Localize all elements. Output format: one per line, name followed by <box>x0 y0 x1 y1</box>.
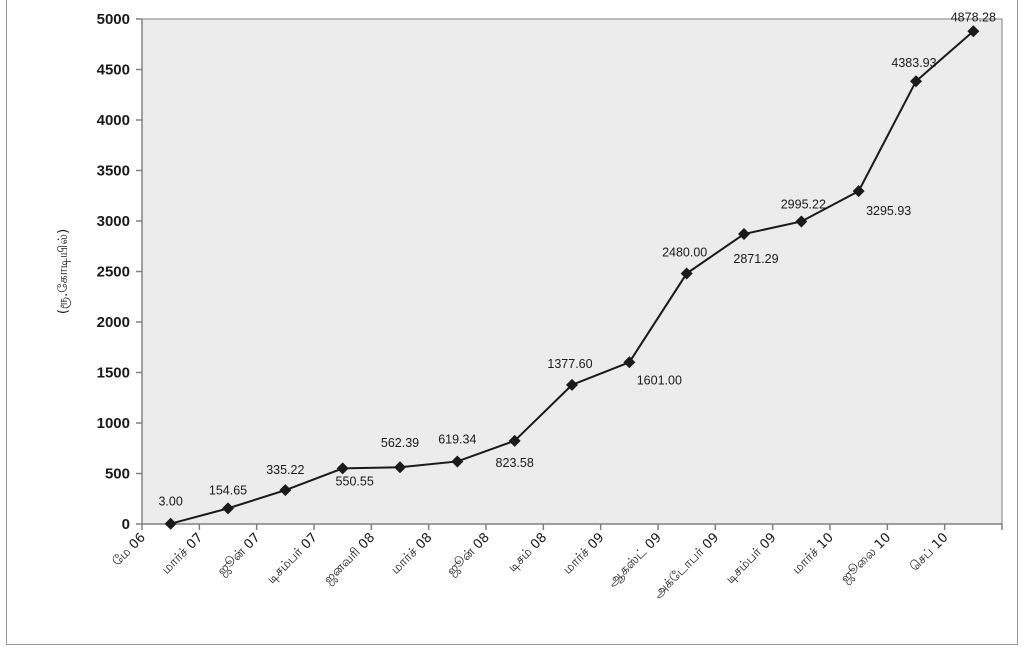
y-tick-label: 4500 <box>97 62 130 79</box>
y-tick-label: 500 <box>105 466 130 483</box>
data-label: 3.00 <box>158 495 182 509</box>
data-labels: 3.00 154.65 335.22 550.55 562.39 619.34 823.58… <box>158 10 995 508</box>
x-tick-label: டிசம்பர் 07 <box>264 530 321 587</box>
x-tick-label: ஜனவரி 08 <box>321 530 378 587</box>
data-label: 2871.29 <box>733 252 778 266</box>
x-tick-label: ஜூன் 07 <box>215 530 264 579</box>
line-chart: 0 500 1000 1500 2000 2500 3000 3500 4000 4500 5000… <box>56 10 1003 602</box>
data-label: 823.58 <box>496 456 534 470</box>
x-tick-label: ஜூன் 08 <box>444 530 493 579</box>
y-axis: 0 500 1000 1500 2000 2500 3000 3500 4000 4500 5000 <box>97 11 143 533</box>
data-label: 619.34 <box>438 432 476 446</box>
data-label: 562.39 <box>381 436 419 450</box>
x-tick-label: மார்ச் 07 <box>159 530 206 577</box>
y-tick-label: 3000 <box>97 213 130 230</box>
data-label: 1377.60 <box>547 357 592 371</box>
y-tick-label: 0 <box>122 516 130 533</box>
x-tick-label: ஜூலை 10 <box>838 530 894 586</box>
data-point-marker <box>508 434 521 447</box>
x-tick-label: மார்ச் 10 <box>790 530 837 577</box>
data-label: 2480.00 <box>662 246 707 260</box>
data-point-marker <box>738 227 750 240</box>
data-point-marker <box>910 75 922 88</box>
x-tick-label: மார்ச் 08 <box>388 530 435 577</box>
data-point-marker <box>394 461 406 474</box>
y-tick-label: 2000 <box>97 314 130 331</box>
data-label: 4878.28 <box>951 10 996 24</box>
data-point-marker <box>279 484 292 497</box>
x-tick-label: மே 06 <box>110 530 149 569</box>
data-point-marker <box>623 356 636 369</box>
y-tick-label: 5000 <box>97 11 130 28</box>
data-label: 154.65 <box>209 483 247 497</box>
data-label: 2995.22 <box>781 197 826 211</box>
data-label: 335.22 <box>266 463 304 477</box>
x-tick-label: ஆகஸ்ட் 09 <box>605 530 665 590</box>
data-point-marker <box>680 267 693 280</box>
data-point-marker <box>164 517 177 530</box>
y-tick-label: 3500 <box>97 163 130 180</box>
y-tick-label: 1500 <box>97 365 130 382</box>
y-tick-label: 2500 <box>97 264 130 281</box>
x-tick-label: செப் 10 <box>907 530 951 574</box>
x-tick-label: டிசம்பர் 09 <box>723 530 780 587</box>
data-point-marker <box>336 462 349 475</box>
y-tick-label: 1000 <box>97 415 130 432</box>
data-point-marker <box>852 185 865 198</box>
x-tick-label: மார்ச் 09 <box>560 530 607 577</box>
plot-area <box>141 18 1003 525</box>
data-point-marker <box>967 25 980 38</box>
data-point-marker <box>451 455 464 468</box>
data-label: 550.55 <box>336 474 374 488</box>
x-tick-label: டிசம் 08 <box>505 530 550 575</box>
data-label: 4383.93 <box>891 56 936 70</box>
data-label: 3295.93 <box>866 204 911 218</box>
data-point-marker <box>795 215 808 228</box>
x-axis: மே 06 மார்ச் 07 ஜூன் 07 டிசம்பர் 07 ஜனவரி 08… <box>110 523 1003 602</box>
data-label: 1601.00 <box>637 373 682 387</box>
y-tick-label: 4000 <box>97 112 130 129</box>
chart-frame: 0 500 1000 1500 2000 2500 3000 3500 4000 4500 5000… <box>6 0 1018 645</box>
y-axis-label: (ரூ.கோடியில்) <box>56 229 71 314</box>
data-point-marker <box>566 378 578 391</box>
data-point-marker <box>222 502 234 515</box>
data-markers <box>164 25 980 530</box>
